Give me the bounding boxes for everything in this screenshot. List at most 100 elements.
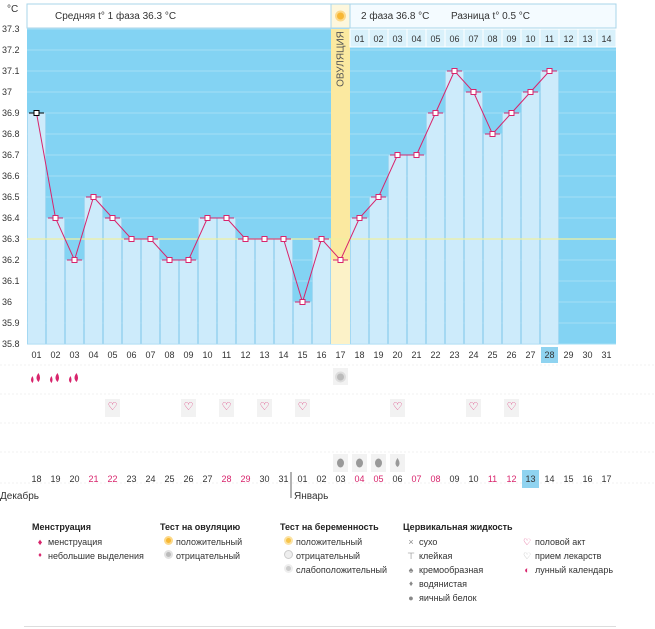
- menstruation-icon: [31, 376, 34, 383]
- pregnancy-weak-icon: [283, 564, 293, 573]
- cycle-day-label: 12: [240, 350, 250, 360]
- temperature-point[interactable]: [356, 215, 363, 221]
- heart-icon: ♡: [298, 401, 308, 413]
- temperature-point[interactable]: [527, 89, 534, 95]
- temperature-bar: [293, 301, 312, 345]
- egg-white-icon: ●: [408, 593, 414, 603]
- phase2-day-number: 02: [373, 34, 383, 44]
- heart-cell: [105, 399, 120, 417]
- bottom-divider: [24, 626, 616, 627]
- temperature-bar: [65, 259, 84, 345]
- legend-cervical: Цервикальная жидкость × сухо ⊤ клейкая ♠ кр…: [403, 520, 513, 605]
- temperature-point[interactable]: [318, 236, 325, 242]
- cycle-day-label: 01: [31, 350, 41, 360]
- cycle-day-label: 05: [107, 350, 117, 360]
- legend-label: сухо: [419, 537, 438, 547]
- phase2-day-number: 06: [449, 34, 459, 44]
- temperature-point[interactable]: [52, 215, 59, 221]
- temperature-point[interactable]: [337, 257, 344, 263]
- calendar-date-label: 09: [449, 474, 459, 484]
- temperature-point[interactable]: [546, 68, 553, 74]
- calendar-date-label: 14: [544, 474, 554, 484]
- temperature-point[interactable]: [394, 152, 401, 158]
- y-unit-label: °C: [7, 4, 18, 15]
- phase1-header: [26, 3, 332, 29]
- temperature-point[interactable]: [71, 257, 78, 263]
- calendar-date-label: 29: [240, 474, 250, 484]
- cycle-day-label: 06: [126, 350, 136, 360]
- temperature-point[interactable]: [261, 236, 268, 242]
- temperature-point[interactable]: [299, 299, 306, 305]
- temperature-point[interactable]: [489, 131, 496, 137]
- temperature-line: [36, 70, 550, 304]
- temperature-point[interactable]: [451, 68, 458, 74]
- legend-menstruation: Менструация ♦ менструация ♦ небольшие выде…: [32, 520, 144, 563]
- temperature-point[interactable]: [432, 110, 439, 116]
- spotting-icon: ♦: [38, 552, 42, 559]
- temperature-point[interactable]: [470, 89, 477, 95]
- y-tick-label: 37.1: [2, 66, 20, 76]
- phase2-day-number: 04: [411, 34, 421, 44]
- y-tick-label: 36.2: [2, 255, 20, 265]
- temperature-point[interactable]: [185, 257, 192, 263]
- calendar-date-label: 01: [297, 474, 307, 484]
- ovulation-negative-icon: [163, 550, 173, 559]
- legend-label: клейкая: [419, 551, 453, 561]
- cycle-day-label: 09: [183, 350, 193, 360]
- temperature-point[interactable]: [33, 110, 40, 116]
- y-tick-label: 36.9: [2, 108, 20, 118]
- ovulation-sun-icon: [335, 10, 346, 22]
- heart-icon: ♡: [108, 401, 118, 413]
- legend-label: небольшие выделения: [48, 551, 144, 561]
- watery-icon: ♦: [408, 579, 414, 588]
- temperature-point[interactable]: [242, 236, 249, 242]
- temperature-point[interactable]: [375, 194, 382, 200]
- cycle-day-label: 27: [525, 350, 535, 360]
- legend-label: отрицательный: [296, 551, 361, 561]
- current-date-highlight: [522, 470, 539, 488]
- bbt-chart: °C Средняя t° 1 фаза 36.3 °C 2 фаза 36.8 °…: [0, 3, 655, 502]
- temperature-point[interactable]: [223, 215, 230, 221]
- current-day-highlight: [541, 347, 558, 363]
- temperature-point[interactable]: [90, 194, 97, 200]
- temperature-point[interactable]: [166, 257, 173, 263]
- temperature-point[interactable]: [280, 236, 287, 242]
- cycle-day-label: 21: [411, 350, 421, 360]
- legend-title: Тест на овуляцию: [160, 522, 241, 532]
- phase2-average-label: 2 фаза 36.8 °C: [361, 10, 429, 22]
- heart-cell: [390, 399, 405, 417]
- menstruation-icon: ♦: [37, 537, 43, 547]
- calendar-date-label: 27: [202, 474, 212, 484]
- phase2-day-number: 12: [563, 34, 573, 44]
- calendar-date-label: 23: [126, 474, 136, 484]
- calendar-date-label: 26: [183, 474, 193, 484]
- temperature-bar: [217, 217, 236, 345]
- heart-icon: ♡: [222, 401, 232, 413]
- y-tick-label: 37: [2, 87, 12, 97]
- temperature-bar: [179, 259, 198, 345]
- pregnancy-positive-icon: [283, 536, 293, 545]
- cycle-day-label: 18: [354, 350, 364, 360]
- dry-icon: ×: [408, 537, 414, 547]
- temperature-point[interactable]: [147, 236, 154, 242]
- temperature-point[interactable]: [128, 236, 135, 242]
- temperature-point[interactable]: [508, 110, 515, 116]
- heart-icon: ♡: [522, 537, 532, 547]
- cycle-day-label: 29: [563, 350, 573, 360]
- heart-icon: ♡: [507, 401, 517, 413]
- ovulation-bar: [331, 260, 350, 344]
- temperature-point[interactable]: [204, 215, 211, 221]
- calendar-date-label: 31: [278, 474, 288, 484]
- cycle-day-label: 03: [69, 350, 79, 360]
- temperature-point[interactable]: [109, 215, 116, 221]
- temperature-point[interactable]: [413, 152, 420, 158]
- y-tick-label: 36.1: [2, 276, 20, 286]
- egg-white-icon: [356, 458, 363, 468]
- legend-label: прием лекарств: [535, 551, 602, 561]
- temperature-bar: [388, 154, 407, 345]
- legend-label: положительный: [176, 537, 243, 547]
- phase2-day-number: 09: [506, 34, 516, 44]
- calendar-date-label: 07: [411, 474, 421, 484]
- phase2-day-number: 03: [392, 34, 402, 44]
- watery-icon: [395, 458, 400, 467]
